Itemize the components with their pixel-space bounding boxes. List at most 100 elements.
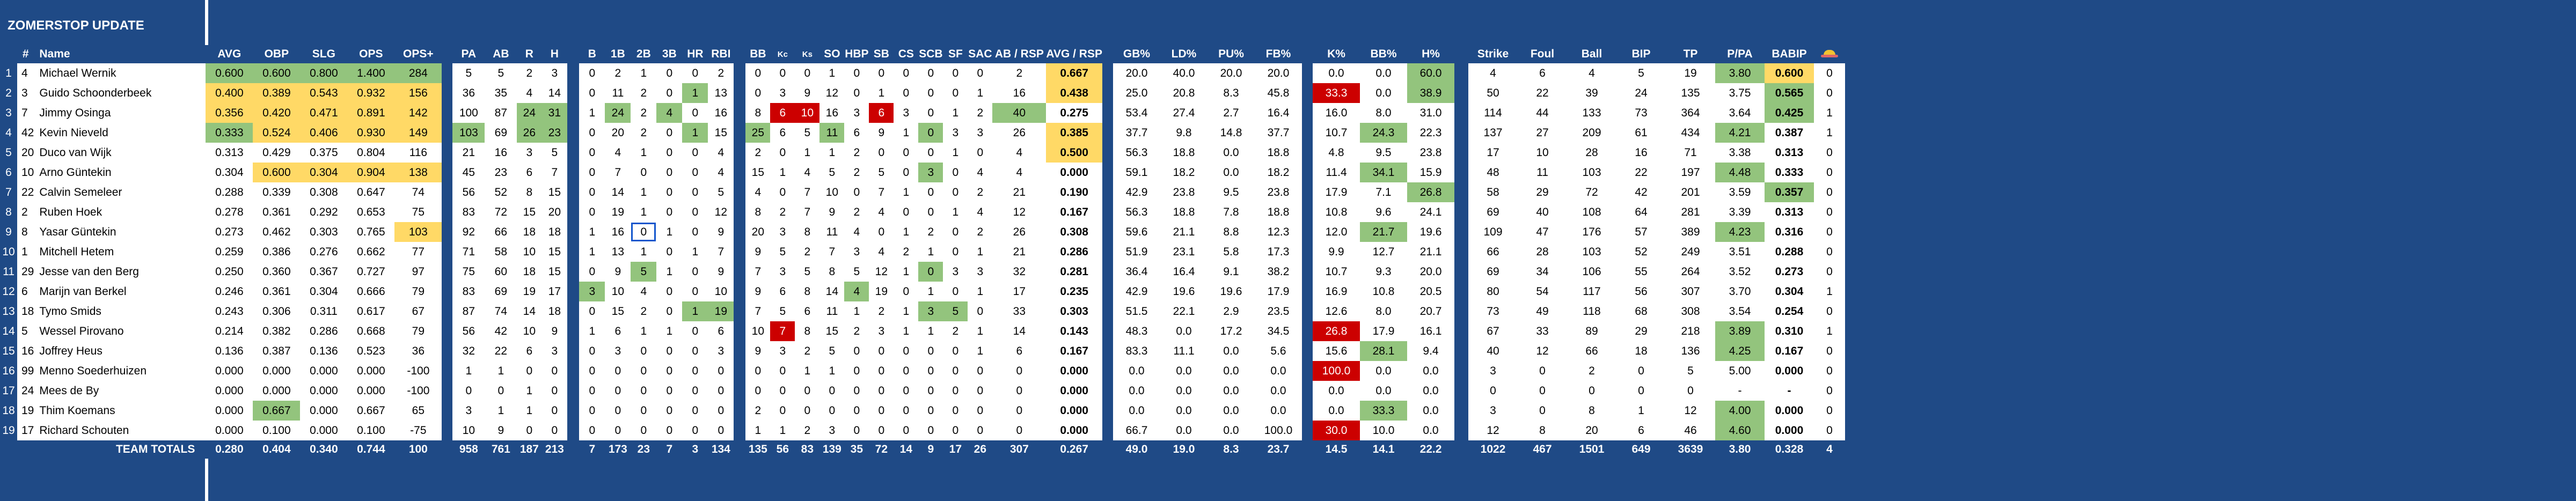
stat-cell[interactable]: 109 bbox=[1468, 222, 1518, 242]
stat-cell[interactable]: 0 bbox=[656, 202, 683, 222]
stat-cell[interactable]: 83.3 bbox=[1113, 341, 1160, 361]
stat-cell[interactable]: 19.6 bbox=[1407, 222, 1454, 242]
stat-cell[interactable]: 7 bbox=[708, 242, 734, 262]
stat-cell[interactable]: 0.385 bbox=[1046, 123, 1102, 143]
stat-cell[interactable]: 0 bbox=[943, 381, 968, 401]
stat-cell[interactable]: 0 bbox=[918, 143, 943, 163]
stat-cell[interactable]: 0 bbox=[943, 341, 968, 361]
row-number[interactable]: 13 bbox=[0, 301, 17, 321]
stat-cell[interactable]: 19 bbox=[869, 282, 894, 301]
stat-cell[interactable]: 0 bbox=[869, 341, 894, 361]
stat-cell[interactable]: 0.356 bbox=[206, 103, 253, 123]
stat-cell[interactable]: 0.662 bbox=[347, 242, 395, 262]
stat-cell[interactable]: 5 bbox=[1616, 63, 1666, 83]
player-number[interactable]: 3 bbox=[17, 83, 34, 103]
stat-cell[interactable]: 87 bbox=[485, 103, 517, 123]
stat-cell[interactable]: 142 bbox=[394, 103, 442, 123]
stat-cell[interactable]: 47 bbox=[1518, 222, 1567, 242]
stat-cell[interactable]: 114 bbox=[1468, 103, 1518, 123]
stat-cell[interactable]: 22 bbox=[1616, 163, 1666, 182]
stat-cell[interactable]: 11 bbox=[1518, 163, 1567, 182]
stat-cell[interactable]: 1 bbox=[918, 242, 943, 262]
stat-cell[interactable]: 2 bbox=[708, 63, 734, 83]
stat-cell[interactable]: 0 bbox=[943, 242, 968, 262]
stat-cell[interactable]: 11 bbox=[605, 83, 631, 103]
stat-cell[interactable]: 1 bbox=[894, 123, 919, 143]
stat-cell[interactable]: 0 bbox=[918, 103, 943, 123]
stat-cell[interactable]: 0 bbox=[682, 361, 708, 381]
stat-cell[interactable]: 1 bbox=[819, 63, 845, 83]
stat-cell[interactable]: 0 bbox=[682, 381, 708, 401]
stat-cell[interactable]: 0.0 bbox=[1208, 421, 1255, 440]
stat-cell[interactable]: 4 bbox=[795, 163, 820, 182]
stat-cell[interactable]: 0.278 bbox=[206, 202, 253, 222]
stat-cell[interactable]: 0.367 bbox=[300, 262, 348, 282]
stat-cell[interactable]: 3 bbox=[943, 262, 968, 282]
stat-cell[interactable]: 1 bbox=[894, 262, 919, 282]
stat-cell[interactable]: 3 bbox=[844, 103, 869, 123]
stat-cell[interactable]: 5 bbox=[795, 262, 820, 282]
stat-cell[interactable]: 37.7 bbox=[1113, 123, 1160, 143]
stat-cell[interactable]: 23.5 bbox=[1255, 301, 1302, 321]
stat-cell[interactable]: 1 bbox=[894, 321, 919, 341]
stat-cell[interactable]: 0 bbox=[682, 282, 708, 301]
stat-cell[interactable]: 0.167 bbox=[1046, 341, 1102, 361]
stat-cell[interactable]: 32 bbox=[992, 262, 1046, 282]
stat-cell[interactable]: 1 bbox=[579, 103, 605, 123]
stat-cell[interactable]: 0 bbox=[894, 401, 919, 421]
stat-cell[interactable]: 0 bbox=[1468, 381, 1518, 401]
stat-cell[interactable]: 4 bbox=[869, 242, 894, 262]
stat-cell[interactable]: 33 bbox=[1518, 321, 1567, 341]
stat-cell[interactable]: 21.1 bbox=[1407, 242, 1454, 262]
stat-cell[interactable]: 24.3 bbox=[1360, 123, 1407, 143]
player-name[interactable]: Ruben Hoek bbox=[34, 202, 206, 222]
stat-cell[interactable]: 136 bbox=[1666, 341, 1715, 361]
stat-cell[interactable]: 31.0 bbox=[1407, 103, 1454, 123]
stat-cell[interactable]: 149 bbox=[394, 123, 442, 143]
stat-cell[interactable]: 2 bbox=[844, 202, 869, 222]
stat-cell[interactable]: 20 bbox=[745, 222, 771, 242]
stat-cell[interactable]: 0.386 bbox=[253, 242, 301, 262]
stat-cell[interactable]: 0.600 bbox=[253, 163, 301, 182]
stat-cell[interactable]: 5 bbox=[770, 242, 795, 262]
stat-cell[interactable]: 17.2 bbox=[1208, 321, 1255, 341]
stat-cell[interactable]: 6 bbox=[517, 341, 542, 361]
stat-cell[interactable]: 103 bbox=[1567, 163, 1616, 182]
stat-cell[interactable]: 72 bbox=[485, 202, 517, 222]
stat-cell[interactable]: 45.8 bbox=[1255, 83, 1302, 103]
stat-cell[interactable]: 3 bbox=[770, 222, 795, 242]
stat-cell[interactable]: 17 bbox=[541, 282, 568, 301]
stat-cell[interactable]: 9.4 bbox=[1407, 341, 1454, 361]
stat-cell[interactable]: 0 bbox=[844, 381, 869, 401]
stat-cell[interactable]: 2 bbox=[745, 143, 771, 163]
stat-cell[interactable]: 0.891 bbox=[347, 103, 395, 123]
stat-cell[interactable]: 2 bbox=[918, 222, 943, 242]
stat-cell[interactable]: 9 bbox=[745, 341, 771, 361]
stat-cell[interactable]: 0 bbox=[943, 222, 968, 242]
stat-cell[interactable]: 52 bbox=[485, 182, 517, 202]
stat-cell[interactable]: 83 bbox=[452, 282, 485, 301]
stat-cell[interactable]: 48.3 bbox=[1113, 321, 1160, 341]
stat-cell[interactable]: 0 bbox=[656, 143, 683, 163]
stat-cell[interactable]: 58 bbox=[485, 242, 517, 262]
stat-cell[interactable]: 0 bbox=[579, 262, 605, 282]
stat-cell[interactable]: 56 bbox=[1616, 282, 1666, 301]
stat-cell[interactable]: 8 bbox=[517, 182, 542, 202]
stat-cell[interactable]: 0.0 bbox=[1113, 381, 1160, 401]
stat-cell[interactable]: 22.1 bbox=[1160, 301, 1208, 321]
stat-cell[interactable]: 56 bbox=[452, 182, 485, 202]
stat-cell[interactable]: 18.2 bbox=[1255, 163, 1302, 182]
stat-cell[interactable]: 0.0 bbox=[1407, 421, 1454, 440]
stat-cell[interactable]: 12 bbox=[992, 202, 1046, 222]
stat-cell[interactable]: 28 bbox=[1567, 143, 1616, 163]
stat-cell[interactable]: 0 bbox=[579, 163, 605, 182]
stat-cell[interactable]: 0 bbox=[918, 123, 943, 143]
stat-cell[interactable]: 9.3 bbox=[1360, 262, 1407, 282]
stat-cell[interactable]: 0.387 bbox=[1765, 123, 1814, 143]
stat-cell[interactable]: 10.8 bbox=[1360, 282, 1407, 301]
column-header[interactable]: H% bbox=[1407, 45, 1454, 63]
stat-cell[interactable]: 2 bbox=[1567, 361, 1616, 381]
stat-cell[interactable]: 22 bbox=[1518, 83, 1567, 103]
stat-cell[interactable]: 0.0 bbox=[1360, 83, 1407, 103]
stat-cell[interactable]: 0.0 bbox=[1313, 63, 1360, 83]
